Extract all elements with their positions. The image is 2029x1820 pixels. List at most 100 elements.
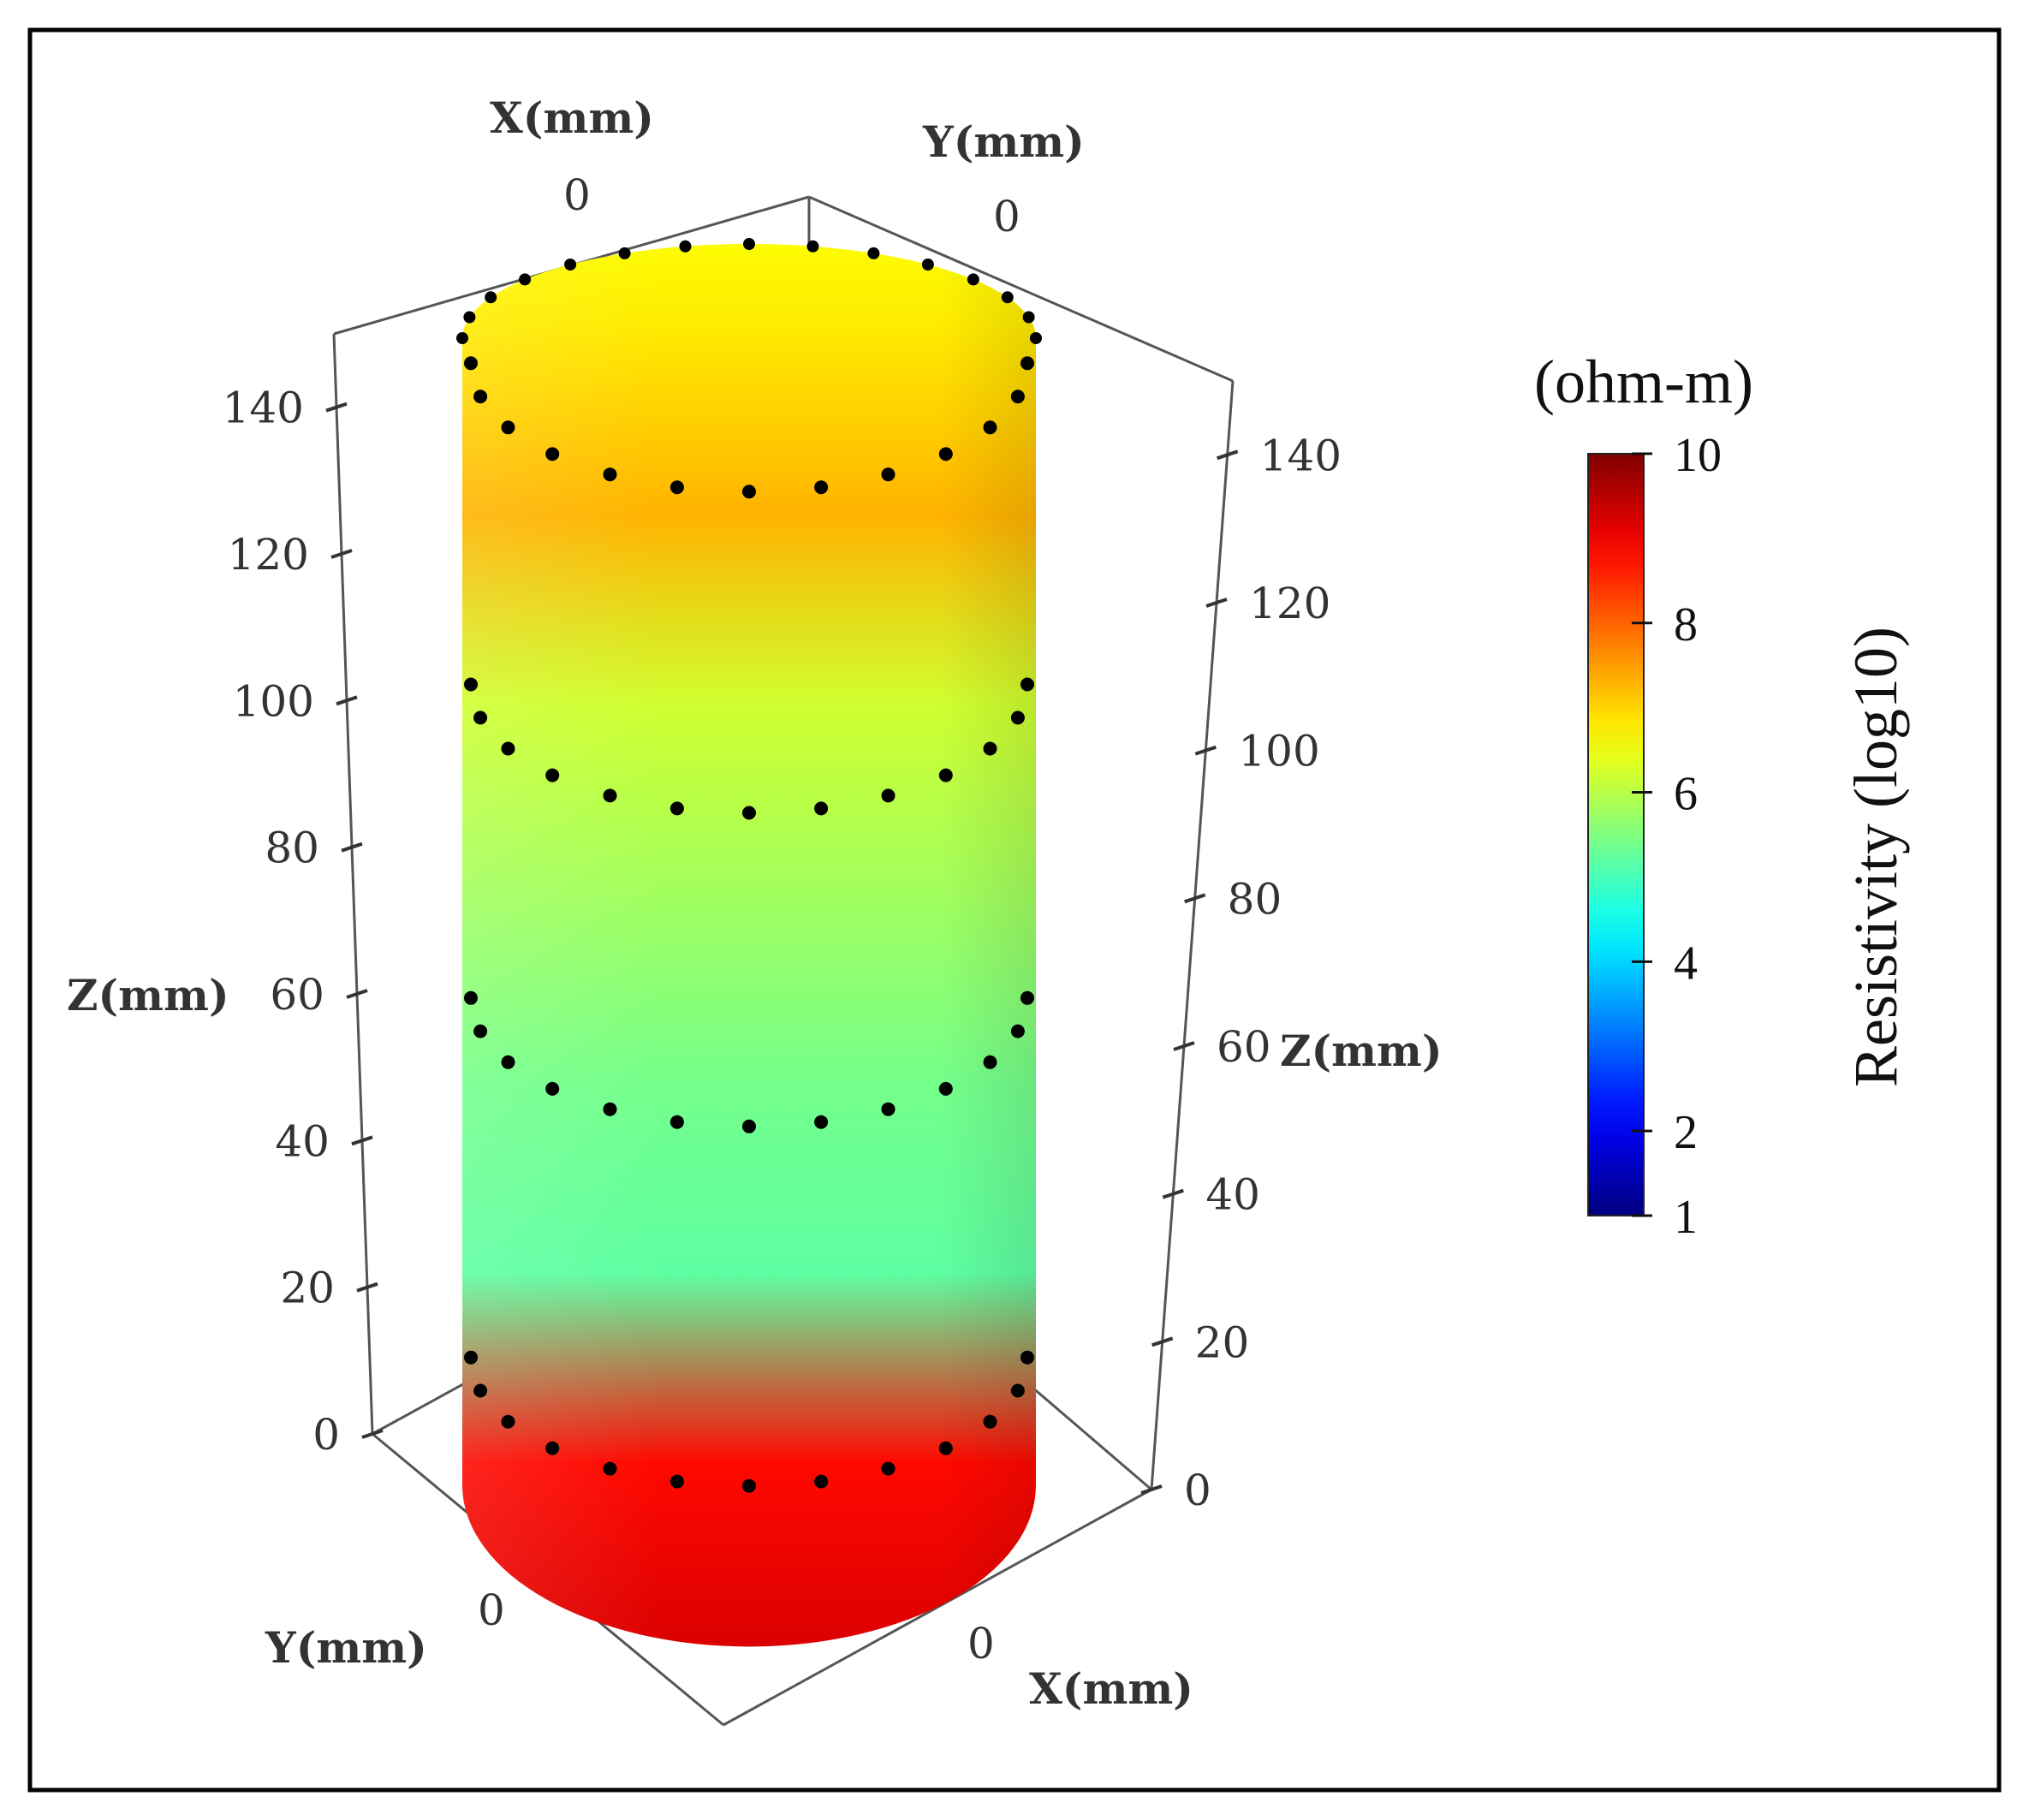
- colorbar-unit: (ohm-m): [1534, 348, 1753, 416]
- z-axis-left-ticks: 0 20 40 60 80 100 120 140: [223, 384, 384, 1460]
- z-tick-mark: [1205, 598, 1228, 608]
- electrode: [814, 1115, 829, 1129]
- electrode: [545, 768, 560, 782]
- electrode-rings: [456, 238, 1042, 1493]
- electrode: [1001, 291, 1014, 304]
- z-axis-right: [1150, 380, 1235, 1490]
- z-tick-mark: [330, 549, 353, 559]
- z-tick-label: 40: [275, 1116, 330, 1166]
- electrode: [938, 768, 953, 782]
- base-line-right: [723, 1488, 1152, 1727]
- cylinder-shading: [462, 244, 1036, 1647]
- electrode: [983, 1414, 997, 1429]
- electrode: [806, 240, 819, 253]
- electrode: [669, 801, 684, 816]
- electrode: [742, 1119, 756, 1133]
- electrode: [867, 247, 880, 259]
- x-axis-label-bottom: X(mm): [1029, 1663, 1193, 1714]
- z-tick-label: 120: [1249, 579, 1330, 628]
- electrode: [603, 467, 617, 482]
- z-tick-mark: [346, 989, 368, 999]
- electrode: [501, 1414, 515, 1429]
- resistivity-cylinder: [462, 244, 1036, 1647]
- x-axis-tick-bottom: 0: [967, 1619, 995, 1668]
- electrode: [501, 420, 515, 435]
- electrode: [456, 332, 468, 344]
- electrode: [1020, 677, 1034, 692]
- electrode: [603, 1102, 617, 1116]
- z-tick-label: 140: [223, 384, 304, 433]
- electrode: [814, 480, 829, 495]
- electrode: [564, 259, 577, 271]
- electrode: [603, 788, 617, 803]
- x-axis-tick-top: 0: [563, 170, 591, 220]
- z-tick-mark: [325, 401, 348, 413]
- colorbar-tick-label: 8: [1674, 598, 1698, 651]
- y-axis-label-bottom: Y(mm): [265, 1622, 427, 1673]
- electrode: [501, 741, 515, 756]
- colorbar-label: Resistivity (log10): [1842, 627, 1910, 1087]
- electrode: [881, 788, 895, 803]
- electrode: [983, 741, 997, 756]
- electrode: [983, 420, 997, 435]
- electrode: [938, 447, 953, 461]
- electrode: [1010, 1024, 1025, 1038]
- z-tick-mark: [1184, 893, 1206, 904]
- electrode: [1020, 1350, 1034, 1365]
- colorbar-bar: [1587, 453, 1645, 1216]
- z-tick-label: 40: [1205, 1170, 1260, 1220]
- z-tick-label: 80: [265, 824, 319, 873]
- colorbar: (ohm-m) 1 2 4 6 8 10 Resistivity (log10): [1534, 348, 1910, 1244]
- electrode: [464, 990, 478, 1005]
- electrode: [473, 1024, 488, 1038]
- electrode: [1022, 311, 1035, 324]
- electrode: [485, 291, 497, 304]
- colorbar-tick-label: 6: [1674, 768, 1698, 821]
- electrode: [473, 390, 488, 404]
- axis-line-top-right: [808, 195, 1234, 383]
- y-axis-tick-top: 0: [993, 192, 1020, 241]
- x-axis-label-top: X(mm): [490, 92, 654, 143]
- z-tick-label: 100: [233, 676, 314, 726]
- z-axis-label-right: Z(mm): [1280, 1026, 1443, 1076]
- electrode: [742, 1478, 756, 1493]
- electrode: [464, 677, 478, 692]
- z-tick-label: 60: [1217, 1022, 1271, 1072]
- z-axis-right-ticks: 0 20 40 60 80 100 120 140: [1140, 431, 1342, 1515]
- electrode: [881, 1102, 895, 1116]
- electrode: [983, 1055, 997, 1069]
- electrode: [669, 1115, 684, 1129]
- z-tick-mark: [1217, 449, 1239, 461]
- electrode: [938, 1441, 953, 1455]
- electrode: [938, 1081, 953, 1096]
- colorbar-tick-label: 1: [1674, 1191, 1698, 1244]
- z-axis-label-left: Z(mm): [67, 970, 229, 1020]
- electrode: [473, 711, 488, 725]
- electrode: [1020, 990, 1034, 1005]
- y-axis-label-top: Y(mm): [922, 116, 1085, 167]
- electrode: [603, 1461, 617, 1476]
- electrode: [742, 485, 756, 499]
- electrode: [618, 247, 631, 259]
- z-tick-mark: [351, 1135, 373, 1146]
- electrode: [473, 1383, 488, 1398]
- z-tick-mark: [1151, 1336, 1174, 1347]
- z-tick-label: 60: [270, 970, 324, 1020]
- y-axis-tick-bottom: 0: [478, 1585, 505, 1635]
- z-tick-label: 0: [312, 1410, 340, 1460]
- colorbar-tick-label: 4: [1674, 937, 1698, 990]
- z-tick-label: 20: [280, 1264, 335, 1313]
- electrode: [743, 238, 755, 250]
- electrode: [679, 240, 692, 253]
- electrode: [519, 273, 532, 286]
- electrode: [545, 1441, 560, 1455]
- z-tick-mark: [1173, 1041, 1195, 1051]
- electrode: [669, 480, 684, 495]
- z-tick-label: 120: [228, 530, 309, 580]
- electrode: [814, 1474, 829, 1489]
- z-tick-mark: [336, 695, 358, 706]
- z-tick-label: 80: [1228, 874, 1282, 924]
- electrode: [1010, 390, 1025, 404]
- electrode: [742, 806, 756, 820]
